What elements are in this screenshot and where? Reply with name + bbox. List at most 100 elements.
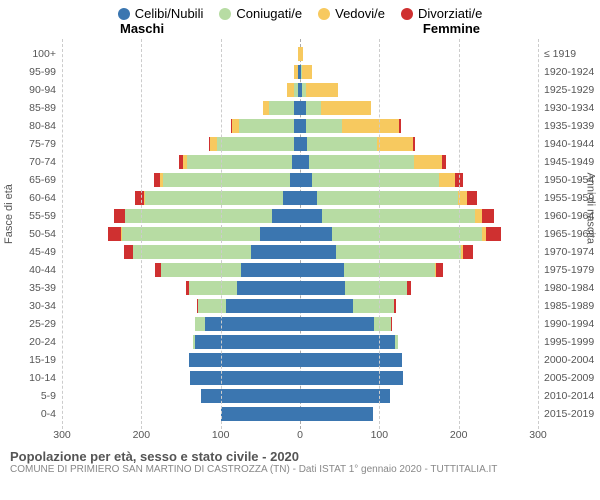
male-bar — [263, 101, 300, 115]
birth-label: 1920-1924 — [538, 66, 594, 78]
bar-segment — [163, 173, 290, 187]
birth-label: 1940-1944 — [538, 138, 594, 150]
bar-segment — [391, 317, 392, 331]
bar-segment — [108, 227, 121, 241]
age-row: 40-441975-1979 — [62, 261, 538, 279]
bar-segment — [226, 299, 300, 313]
gridline — [538, 39, 539, 429]
age-label: 90-94 — [29, 84, 62, 96]
bar-segment — [482, 209, 494, 223]
male-bar — [190, 371, 300, 385]
legend-item: Vedovi/e — [318, 6, 385, 21]
age-row: 45-491970-1974 — [62, 243, 538, 261]
bar-segment — [205, 317, 300, 331]
bar-segment — [195, 335, 301, 349]
bar-segment — [300, 317, 374, 331]
legend-label: Celibi/Nubili — [135, 6, 204, 21]
age-row: 90-941925-1929 — [62, 81, 538, 99]
age-row: 85-891930-1934 — [62, 99, 538, 117]
plot-area: 100+≤ 191995-991920-192490-941925-192985… — [62, 39, 538, 429]
legend-swatch — [401, 8, 413, 20]
age-row: 25-291990-1994 — [62, 315, 538, 333]
legend-item: Divorziati/e — [401, 6, 482, 21]
bar-segment — [300, 335, 395, 349]
male-bar — [231, 119, 300, 133]
age-row: 95-991920-1924 — [62, 63, 538, 81]
male-bar — [287, 83, 300, 97]
bar-segment — [307, 137, 377, 151]
birth-label: 1970-1974 — [538, 246, 594, 258]
bar-segment — [442, 155, 446, 169]
bar-segment — [377, 137, 413, 151]
bar-segment — [189, 281, 237, 295]
bar-segment — [353, 299, 394, 313]
birth-label: 2000-2004 — [538, 354, 594, 366]
male-bar — [189, 353, 300, 367]
bar-segment — [463, 245, 473, 259]
bar-segment — [272, 209, 300, 223]
age-label: 10-14 — [29, 372, 62, 384]
bar-segment — [399, 119, 401, 133]
bar-segment — [300, 227, 332, 241]
female-bar — [300, 317, 392, 331]
birth-label: 1960-1964 — [538, 210, 594, 222]
age-label: 85-89 — [29, 102, 62, 114]
age-label: 25-29 — [29, 318, 62, 330]
female-bar — [300, 299, 396, 313]
bar-segment — [344, 263, 435, 277]
bar-segment — [345, 281, 407, 295]
female-bar — [300, 155, 446, 169]
bar-segment — [241, 263, 301, 277]
bar-segment — [309, 155, 415, 169]
x-tick: 200 — [133, 429, 151, 441]
bar-segment — [336, 245, 461, 259]
female-bar — [300, 83, 338, 97]
female-bar — [300, 371, 403, 385]
age-label: 95-99 — [29, 66, 62, 78]
birth-label: 2015-2019 — [538, 408, 594, 420]
bar-segment — [394, 299, 396, 313]
x-tick: 200 — [450, 429, 468, 441]
birth-label: 1965-1969 — [538, 228, 594, 240]
bar-segment — [125, 209, 272, 223]
bar-segment — [300, 137, 307, 151]
bar-segment — [221, 407, 300, 421]
bar-segment — [317, 191, 457, 205]
bar-segment — [374, 317, 391, 331]
age-label: 45-49 — [29, 246, 62, 258]
x-tick: 100 — [212, 429, 230, 441]
bar-segment — [187, 155, 292, 169]
birth-label: 1955-1959 — [538, 192, 594, 204]
age-label: 35-39 — [29, 282, 62, 294]
female-bar — [300, 101, 371, 115]
bar-segment — [300, 299, 353, 313]
male-bar — [195, 317, 300, 331]
age-row: 55-591960-1964 — [62, 207, 538, 225]
male-bar — [221, 407, 300, 421]
male-bar — [135, 191, 300, 205]
age-label: 100+ — [32, 48, 62, 60]
legend-item: Celibi/Nubili — [118, 6, 204, 21]
gridline — [141, 39, 142, 429]
female-bar — [300, 65, 312, 79]
bar-segment — [145, 191, 282, 205]
male-bar — [201, 389, 300, 403]
bar-segment — [414, 155, 442, 169]
x-tick: 100 — [371, 429, 389, 441]
male-bar — [193, 335, 300, 349]
chart-subtitle: COMUNE DI PRIMIERO SAN MARTINO DI CASTRO… — [10, 464, 590, 475]
birth-label: 1930-1934 — [538, 102, 594, 114]
legend-swatch — [118, 8, 130, 20]
birth-label: 1935-1939 — [538, 120, 594, 132]
bar-segment — [189, 353, 300, 367]
bar-segment — [302, 65, 312, 79]
bar-segment — [190, 371, 300, 385]
birth-label: 2005-2009 — [538, 372, 594, 384]
age-label: 80-84 — [29, 120, 62, 132]
bar-segment — [292, 155, 300, 169]
bar-segment — [300, 173, 312, 187]
y-axis-left-title: Fasce di età — [3, 184, 15, 244]
age-label: 20-24 — [29, 336, 62, 348]
age-row: 100+≤ 1919 — [62, 45, 538, 63]
age-row: 70-741945-1949 — [62, 153, 538, 171]
